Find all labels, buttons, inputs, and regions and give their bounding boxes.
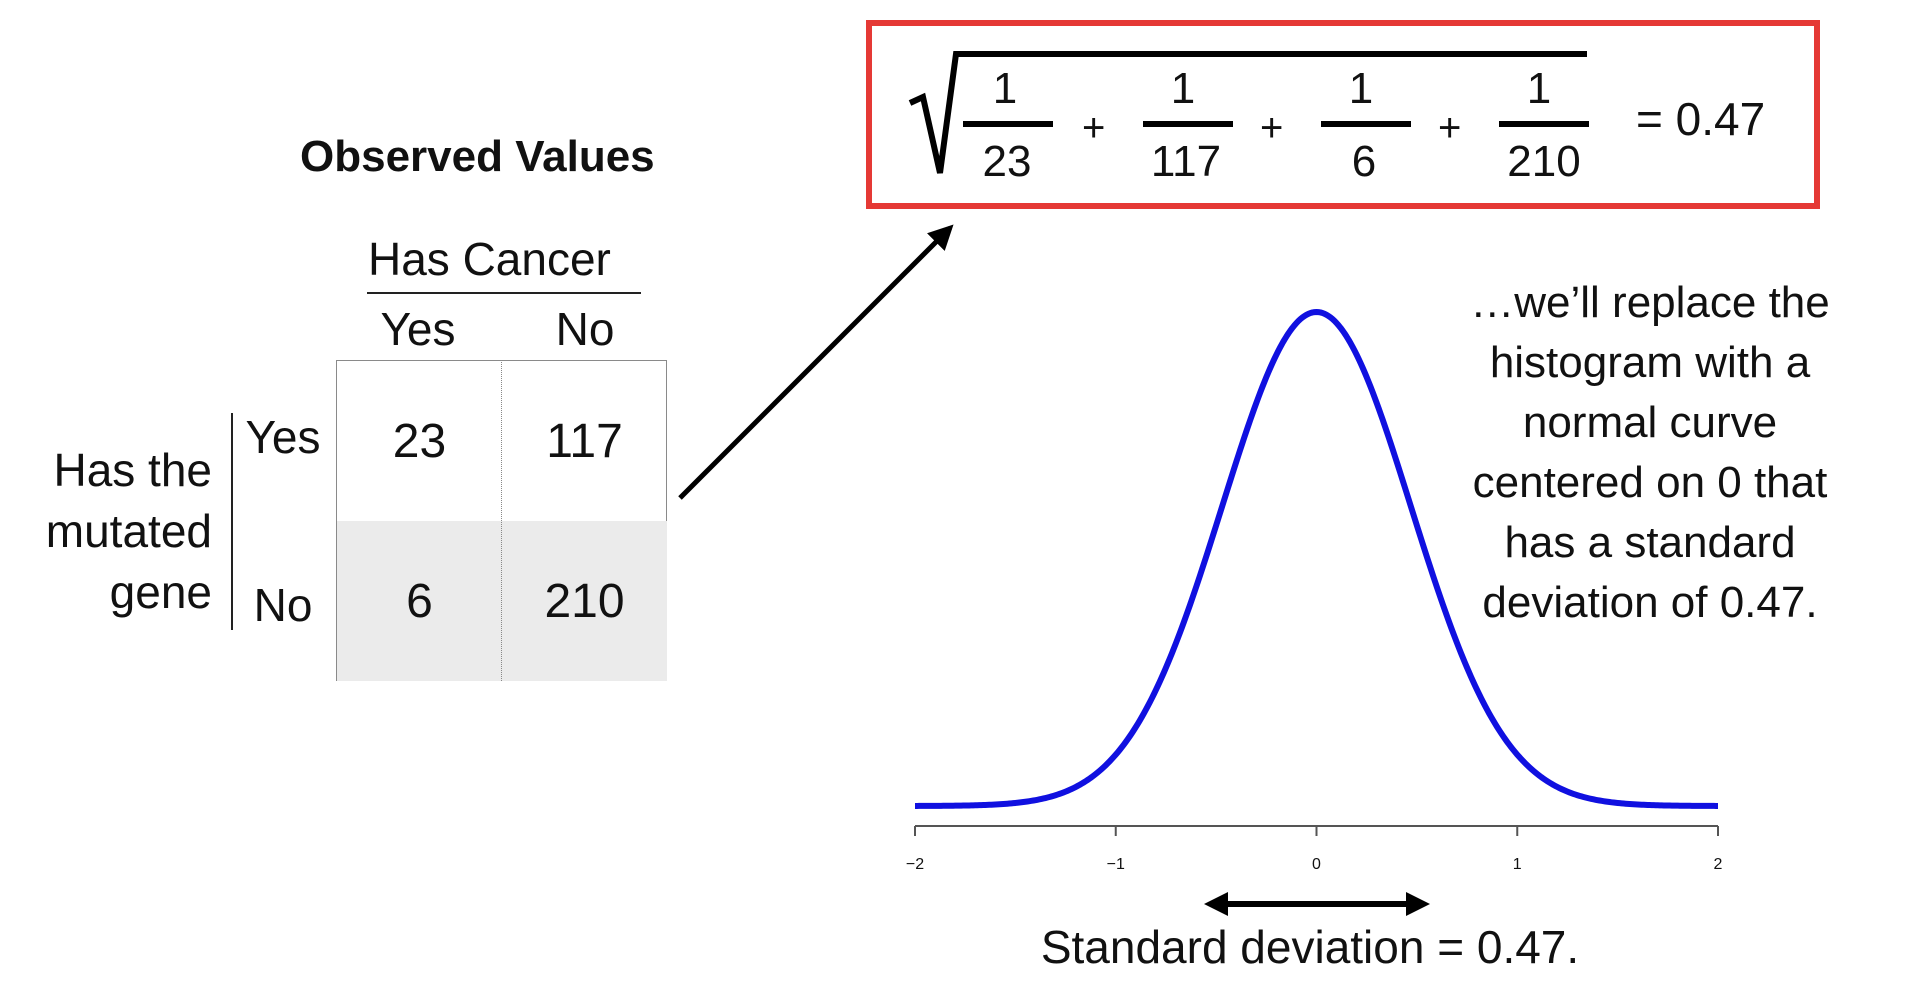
- fraction-bar: [1321, 121, 1411, 127]
- row-header-rule: [231, 413, 233, 630]
- row-header-line: Has the: [53, 444, 212, 496]
- fraction-numerator: 1: [1170, 64, 1196, 113]
- plus-operator: +: [1438, 106, 1462, 150]
- fraction-denominator: 117: [1150, 137, 1222, 186]
- explanation-line: normal curve: [1522, 398, 1778, 447]
- formula-box: [866, 20, 1820, 209]
- fraction-numerator: 1: [1348, 64, 1374, 113]
- fraction-bar: [963, 121, 1053, 127]
- explanation-line: histogram with a: [1489, 338, 1811, 387]
- fraction-denominator: 6: [1351, 137, 1377, 186]
- explanation-text: …we’ll replace the histogram with a norm…: [1410, 273, 1890, 633]
- plus-operator: +: [1260, 106, 1284, 150]
- x-tick-label: −1: [1106, 856, 1125, 873]
- contingency-table: 23 117 6 210: [336, 360, 667, 681]
- row-header: Has the mutated gene: [10, 440, 212, 623]
- column-header: Has Cancer: [368, 233, 611, 285]
- x-tick-label: 0: [1312, 856, 1321, 873]
- x-tick-label: 1: [1512, 856, 1522, 873]
- formula-result: = 0.47: [1636, 93, 1766, 145]
- standard-deviation-label: Standard deviation = 0.47.: [1040, 921, 1580, 973]
- table-title: Observed Values: [300, 132, 655, 181]
- table-cell: 117: [546, 414, 623, 468]
- table-cell: 210: [502, 521, 667, 681]
- normal-curve: [914, 309, 1719, 809]
- row-label-no: No: [253, 579, 313, 631]
- column-label-yes: Yes: [380, 303, 456, 355]
- explanation-line: …we’ll replace the: [1470, 278, 1830, 327]
- row-label-yes: Yes: [245, 411, 321, 463]
- fraction-denominator: 23: [982, 137, 1032, 186]
- fraction-denominator: 210: [1507, 137, 1581, 186]
- explanation-line: centered on 0 that: [1472, 458, 1828, 507]
- fraction-bar: [1499, 121, 1589, 127]
- row-header-line: gene: [109, 566, 212, 618]
- table-cell: 23: [392, 414, 447, 468]
- column-header-rule: [367, 292, 641, 294]
- fraction-numerator: 1: [1526, 64, 1552, 113]
- fraction-numerator: 1: [992, 64, 1018, 113]
- row-header-line: mutated: [45, 505, 212, 557]
- fraction-bar: [1143, 121, 1233, 127]
- table-divider: [501, 360, 502, 681]
- explanation-line: has a standard: [1504, 518, 1796, 567]
- explanation-line: deviation of 0.47.: [1482, 578, 1818, 627]
- plus-operator: +: [1082, 106, 1106, 150]
- x-tick-label: 2: [1713, 856, 1723, 873]
- table-cell: 6: [337, 521, 502, 681]
- column-label-no: No: [555, 303, 615, 355]
- x-tick-label: −2: [905, 856, 925, 873]
